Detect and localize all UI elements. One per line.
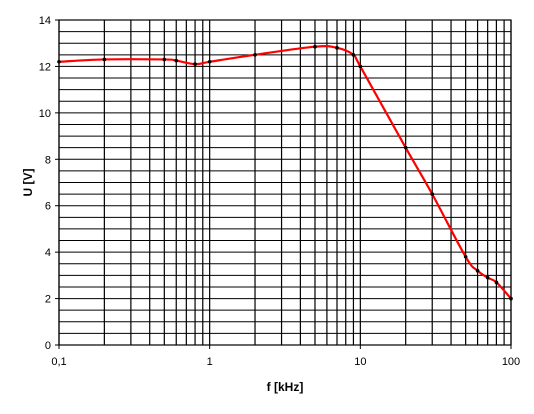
data-point [162, 57, 167, 62]
data-point [358, 64, 363, 69]
x-axis-label: f [kHz] [267, 380, 304, 394]
tick-labels: 0,1 1 10 100 0 2 4 6 8 10 12 14 [39, 15, 520, 368]
data-point [403, 145, 408, 150]
x-tick-label: 100 [502, 356, 520, 368]
grid-lines [58, 19, 512, 346]
data-point [253, 53, 257, 57]
series-layer [57, 44, 513, 301]
data-point [351, 53, 356, 57]
data-point [485, 275, 490, 280]
data-point [463, 254, 468, 259]
plot-frame [58, 19, 512, 346]
y-tick-label: 12 [39, 61, 51, 73]
data-point [193, 62, 197, 66]
y-tick-label: 4 [45, 247, 51, 259]
data-point [102, 57, 107, 62]
x-tick-label: 1 [207, 356, 213, 368]
data-point [494, 280, 499, 285]
y-tick-label: 6 [45, 201, 51, 213]
x-tick-label: 10 [354, 356, 366, 368]
data-point [174, 58, 179, 63]
x-tick-label: 0,1 [51, 356, 66, 368]
y-tick-label: 0 [45, 340, 51, 352]
y-axis-label: U [V] [21, 169, 35, 197]
data-point [430, 192, 435, 196]
data-point [475, 268, 480, 273]
data-point [335, 46, 339, 50]
y-tick-label: 2 [45, 294, 51, 306]
data-point [207, 59, 212, 64]
y-tick-label: 14 [39, 15, 51, 27]
series-line [58, 45, 512, 300]
y-tick-label: 8 [45, 154, 51, 166]
y-tick-label: 10 [39, 108, 51, 120]
data-point [313, 44, 317, 49]
